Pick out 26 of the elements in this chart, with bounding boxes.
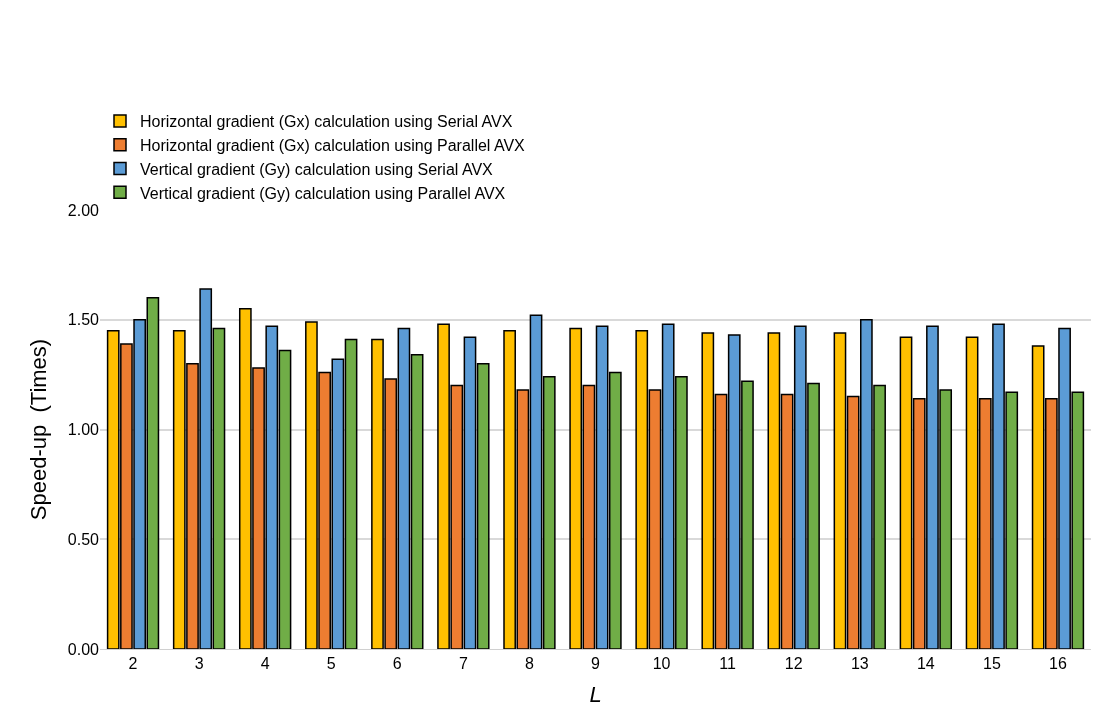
x-tick-label: 3 <box>194 655 204 673</box>
legend-label: Vertical gradient (Gy) calculation using Serial AVX <box>140 160 494 178</box>
legend-label: Horizontal gradient (Gx) calculation using Parallel AVX <box>140 136 526 154</box>
y-tick-label: 0.00 <box>67 640 100 658</box>
x-tick-label: 5 <box>326 655 336 673</box>
x-tick-label: 14 <box>916 655 935 673</box>
x-tick-label: 11 <box>719 655 737 673</box>
y-tick-label: 1.50 <box>67 311 100 329</box>
x-tick-label: 7 <box>458 655 468 673</box>
x-axis-title: L <box>589 682 602 708</box>
legend-label: Horizontal gradient (Gx) calculation using Serial AVX <box>140 113 513 131</box>
x-tick-label: 12 <box>784 655 803 673</box>
y-tick-label: 2.00 <box>67 201 100 219</box>
x-tick-label: 8 <box>524 655 534 673</box>
y-axis-title: Speed-up (Times) <box>25 338 51 521</box>
x-tick-label: 9 <box>591 655 601 673</box>
x-tick-label: 4 <box>260 655 270 673</box>
x-tick-label: 6 <box>392 655 402 673</box>
x-tick-label: 10 <box>652 655 671 673</box>
x-tick-label: 15 <box>983 655 1001 673</box>
legend-label: Vertical gradient (Gy) calculation using Parallel AVX <box>140 184 506 202</box>
x-tick-label: 2 <box>128 655 138 673</box>
y-tick-label: 1.00 <box>67 421 100 439</box>
x-tick-label: 13 <box>850 655 869 673</box>
y-tick-label: 0.50 <box>67 530 100 548</box>
x-tick-label: 16 <box>1049 655 1067 673</box>
